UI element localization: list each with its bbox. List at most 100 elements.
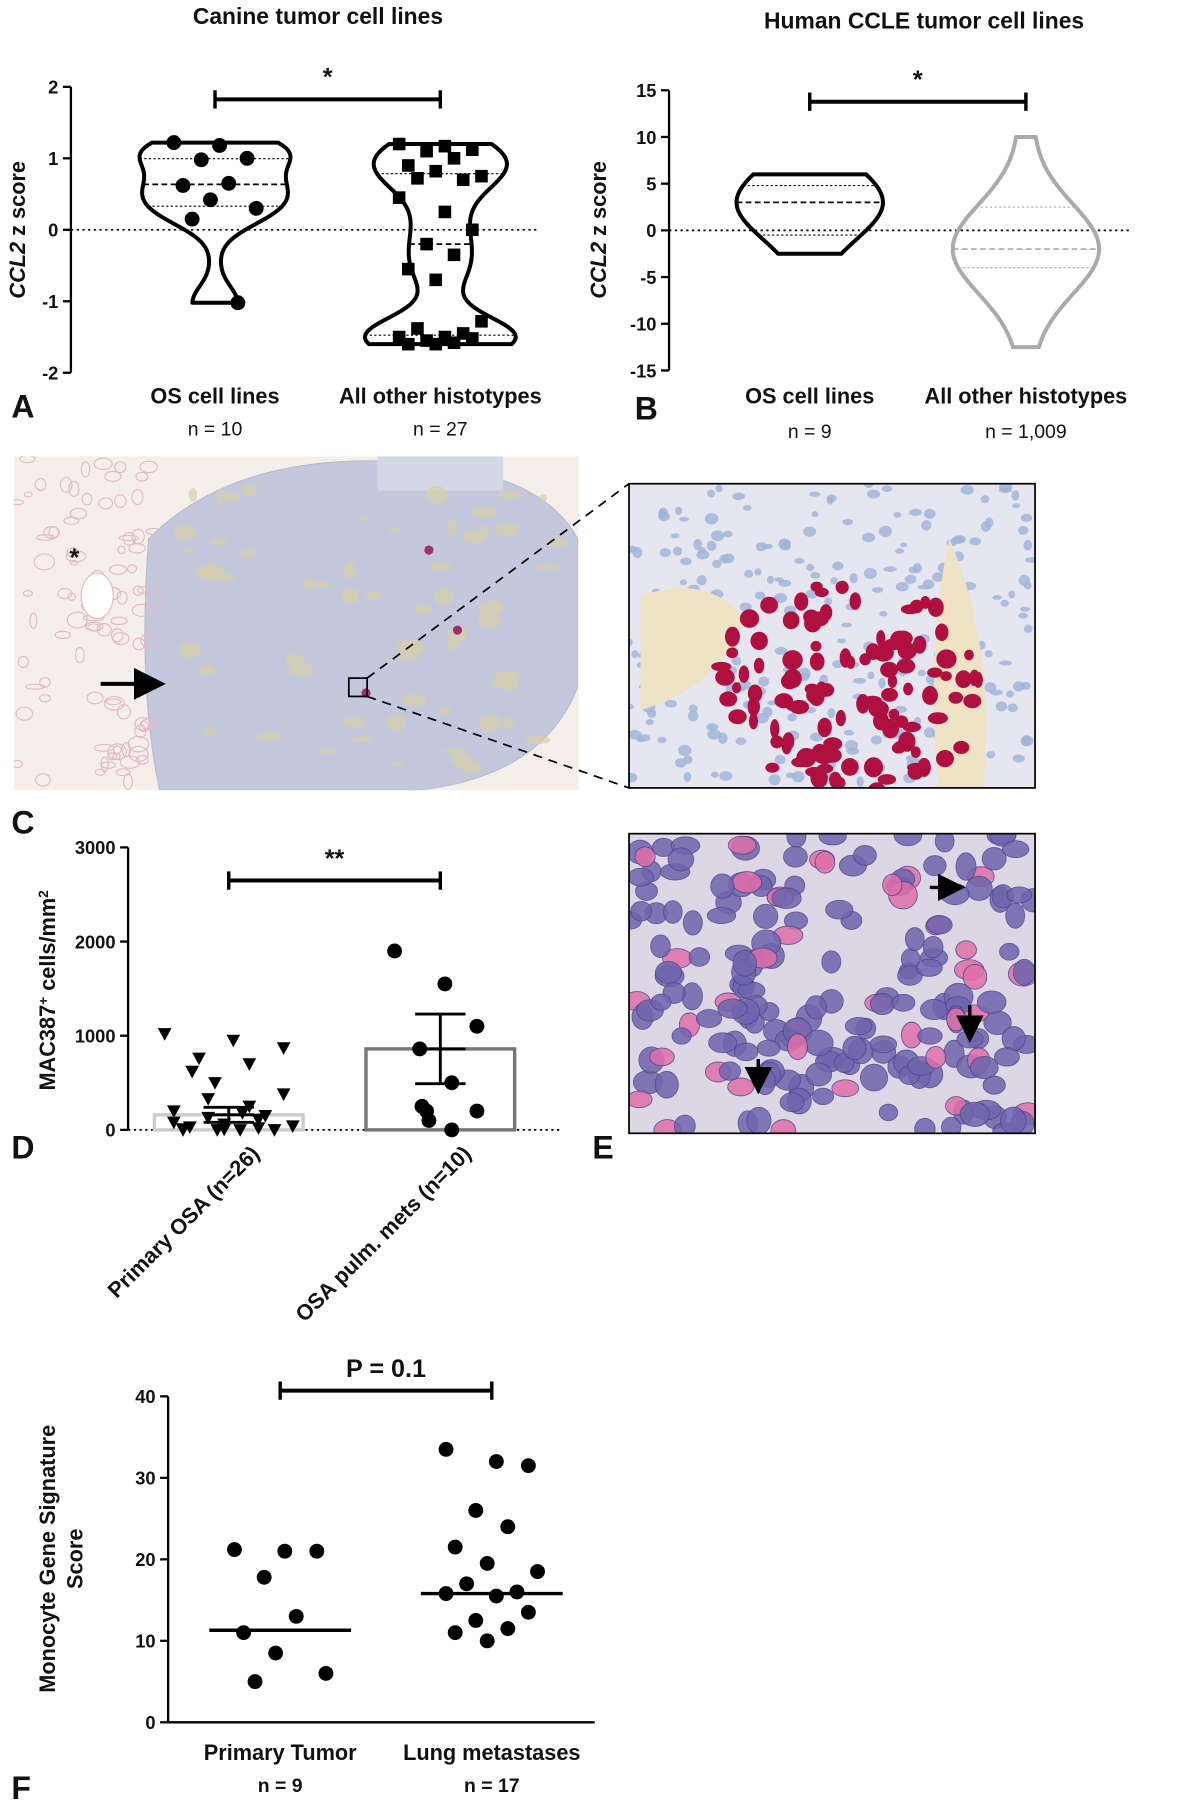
point <box>226 1034 241 1048</box>
stroma-patch <box>240 548 257 559</box>
alveolus <box>81 492 93 506</box>
cell-nucleus <box>879 611 888 617</box>
alveolus <box>59 476 73 493</box>
cell-nucleus <box>667 847 695 872</box>
cell-nucleus <box>803 526 817 537</box>
alveolus <box>128 542 146 554</box>
stroma-patch <box>316 749 340 754</box>
cell-nucleus <box>783 845 808 868</box>
y-axis-label-part: + <box>35 997 50 1005</box>
cell-nucleus <box>629 867 654 887</box>
stained-cell <box>810 768 828 788</box>
cell-nucleus <box>824 597 833 606</box>
stroma-patch <box>386 714 407 731</box>
stained-cell <box>880 661 899 678</box>
stained-cell <box>765 762 780 773</box>
stained-cell <box>909 599 924 614</box>
point <box>447 152 461 165</box>
cell-nucleus <box>1012 754 1025 763</box>
cell-nucleus <box>706 723 719 731</box>
stroma-patch <box>364 591 382 600</box>
cell-nucleus <box>969 1055 999 1080</box>
stroma-patch <box>352 736 374 743</box>
cell-nucleus <box>679 579 687 586</box>
stained-cell <box>927 667 943 678</box>
stained-cell <box>859 653 871 666</box>
y-tick-label: 2000 <box>75 931 116 952</box>
point <box>500 1519 516 1535</box>
stained-cell <box>715 668 735 686</box>
cell-nucleus <box>922 935 944 959</box>
alveolus <box>118 534 139 542</box>
cell-nucleus <box>837 638 846 644</box>
point <box>267 1124 282 1137</box>
point <box>276 1088 291 1101</box>
alveolus <box>33 553 56 571</box>
alveolus <box>131 488 144 506</box>
cell-nucleus <box>993 1047 1020 1067</box>
cell-nucleus <box>965 875 993 901</box>
cell-nucleus <box>871 587 884 593</box>
cell-nucleus <box>805 995 827 1020</box>
cell-nucleus <box>778 579 792 587</box>
cell-nucleus <box>946 1007 967 1032</box>
alveolus <box>39 676 51 688</box>
alveolus <box>117 545 126 555</box>
alveolus <box>74 647 85 664</box>
alveolus <box>139 460 158 474</box>
stroma-patch <box>388 526 400 533</box>
cell-nucleus <box>632 546 643 559</box>
cell-nucleus <box>673 1114 696 1134</box>
point <box>479 1555 495 1571</box>
cell-nucleus <box>999 660 1013 666</box>
stained-cell <box>728 709 747 725</box>
histology-overview <box>13 456 579 791</box>
cell-nucleus <box>826 496 834 505</box>
cell-nucleus <box>766 575 775 584</box>
cell-nucleus <box>650 934 671 959</box>
point <box>256 1569 272 1585</box>
point <box>175 178 191 193</box>
point <box>488 1588 504 1604</box>
zoom-line <box>366 483 630 679</box>
cell-nucleus <box>825 899 854 920</box>
stained-cell <box>796 747 817 768</box>
stained-cell <box>897 642 917 660</box>
cell-nucleus <box>787 1033 808 1061</box>
cell-nucleus <box>878 525 893 538</box>
stained-cell <box>888 708 900 720</box>
y-axis-label-part: CCL2 <box>586 242 611 299</box>
alveolus <box>29 612 38 629</box>
cell-nucleus <box>704 513 719 525</box>
cell-nucleus <box>1023 624 1033 633</box>
cell-nucleus <box>969 537 982 546</box>
cell-nucleus <box>830 577 839 585</box>
cell-nucleus <box>893 511 902 518</box>
cell-nucleus <box>715 484 723 493</box>
point <box>242 1058 257 1071</box>
cell-nucleus <box>803 1029 834 1057</box>
stained-cell <box>936 649 957 669</box>
alveolus <box>128 745 149 762</box>
cell-nucleus <box>712 559 722 569</box>
cell-nucleus <box>841 622 852 628</box>
cell-nucleus <box>915 958 943 977</box>
cell-nucleus <box>856 776 864 787</box>
stroma-patch <box>438 706 452 715</box>
n-label: n = 10 <box>188 419 243 441</box>
cell-nucleus <box>688 704 698 713</box>
cell-nucleus <box>921 520 932 531</box>
point <box>184 211 200 227</box>
stroma-patch <box>204 726 217 736</box>
point <box>469 1103 485 1119</box>
alveolus <box>140 632 157 648</box>
cell-nucleus <box>925 915 953 935</box>
point <box>520 1458 536 1474</box>
stained-cell <box>856 694 870 714</box>
point <box>392 137 406 151</box>
cell-nucleus <box>743 680 751 690</box>
cell-nucleus <box>1011 490 1020 501</box>
point <box>402 159 415 172</box>
alveolus <box>63 516 80 525</box>
x-tick-label: OS cell lines <box>745 384 874 409</box>
